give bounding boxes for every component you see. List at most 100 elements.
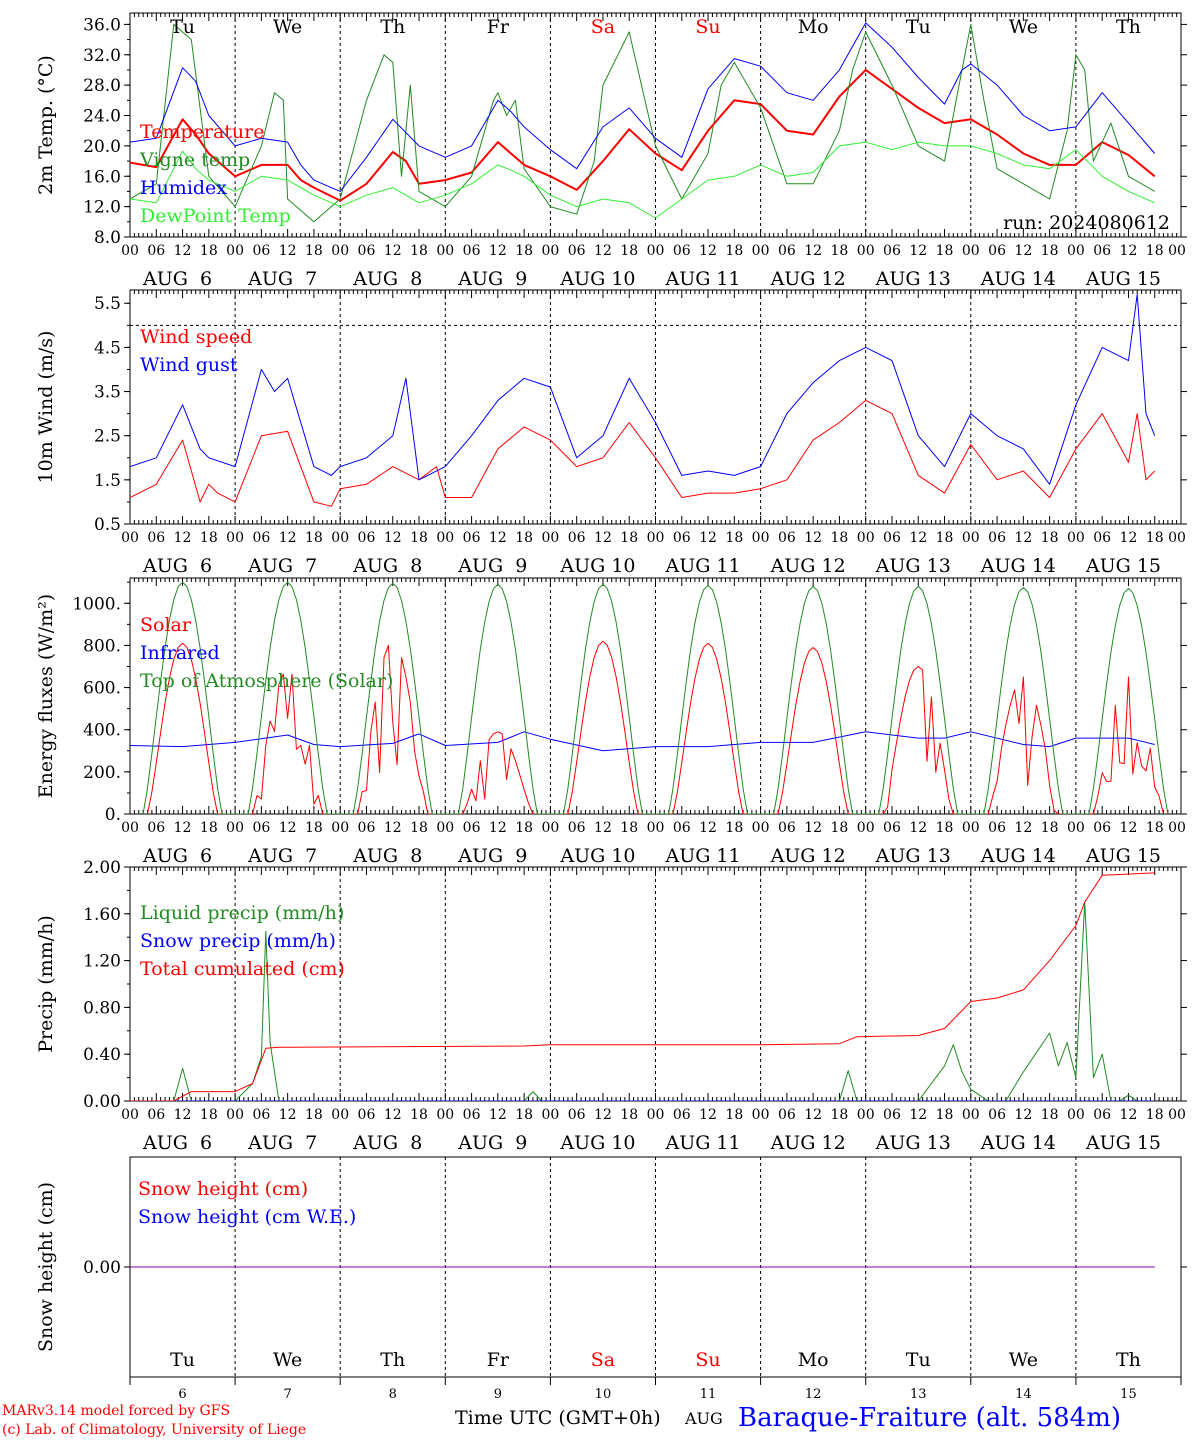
hour-label: 06 [1093, 243, 1111, 259]
hour-label: 00 [541, 530, 559, 546]
hour-label: 00 [647, 1107, 665, 1123]
panel-snow: 0.00 Snow height (cm) Snow height (cm) Snow… [35, 1156, 1187, 1402]
y-tick-label: 0.80 [83, 998, 121, 1018]
hour-label: 00 [1168, 820, 1186, 836]
hour-label: 18 [515, 530, 533, 546]
legend-entry: Humidex [140, 177, 227, 199]
day-number-label: 10 [595, 1387, 612, 1402]
weekday-label: Th [1116, 1349, 1141, 1371]
weekday-label: We [273, 1349, 302, 1371]
day-number-label: 15 [1120, 1387, 1137, 1402]
hour-label: 12 [909, 243, 927, 259]
hour-label: 00 [962, 243, 980, 259]
hour-label: 12 [384, 243, 402, 259]
date-label: AUG 10 [559, 845, 635, 867]
legend-entry: Wind speed [140, 326, 252, 348]
y-axis-label: Precip (mm/h) [35, 915, 57, 1053]
hour-label: 00 [1168, 530, 1186, 546]
day-number-label: 12 [805, 1387, 822, 1402]
hour-label: 00 [226, 820, 244, 836]
hour-label: 00 [436, 1107, 454, 1123]
month-label: AUG [684, 1409, 723, 1428]
x-axis-label: Time UTC (GMT+0h) [455, 1407, 661, 1429]
hour-label: 00 [857, 243, 875, 259]
y-tick-label: 24.0 [83, 107, 121, 127]
date-label: AUG 9 [457, 268, 527, 290]
date-label: AUG 7 [247, 845, 317, 867]
y-axis-label: 10m Wind (m/s) [35, 331, 57, 484]
hour-label: 06 [778, 530, 796, 546]
hour-label: 18 [831, 820, 849, 836]
weekday-label: Sa [591, 1349, 615, 1371]
date-label: AUG 8 [352, 845, 422, 867]
hour-label: 00 [1067, 243, 1085, 259]
y-tick-label: 20.0 [83, 137, 121, 157]
date-label: AUG 11 [664, 555, 740, 577]
day-number-label: 6 [178, 1387, 186, 1402]
hour-label: 06 [568, 243, 586, 259]
series-line-humidex [130, 22, 1156, 192]
hour-label: 18 [1146, 820, 1164, 836]
hour-label: 00 [752, 820, 770, 836]
hour-label: 00 [226, 530, 244, 546]
hour-label: 00 [121, 530, 139, 546]
date-label: AUG 13 [875, 555, 951, 577]
hour-label: 00 [857, 820, 875, 836]
hour-label: 18 [725, 243, 743, 259]
date-label: AUG 6 [142, 268, 212, 290]
hour-label: 12 [909, 530, 927, 546]
day-number-label: 14 [1015, 1387, 1032, 1402]
hour-label: 06 [252, 1107, 270, 1123]
hour-label: 18 [620, 1107, 638, 1123]
legend-entry: Top of Atmosphere (Solar) [140, 670, 393, 692]
station-title: Baraque-Fraiture (alt. 584m) [738, 1403, 1121, 1433]
weekday-label: Th [1116, 16, 1141, 38]
hour-label: 12 [489, 243, 507, 259]
date-label: AUG 13 [875, 1132, 951, 1154]
hour-label: 18 [515, 243, 533, 259]
legend-entry: Snow height (cm) [138, 1178, 308, 1200]
hour-label: 00 [331, 530, 349, 546]
y-tick-label: 400. [83, 721, 121, 741]
hour-label: 06 [358, 530, 376, 546]
legend-entry: DewPoint Temp [140, 205, 291, 227]
hour-label: 12 [909, 1107, 927, 1123]
hour-label: 06 [358, 243, 376, 259]
plot-area [130, 872, 1155, 1101]
hour-label: 06 [1093, 820, 1111, 836]
y-tick-label: 0.5 [94, 515, 121, 535]
hour-label: 18 [620, 820, 638, 836]
legend-entry: Temperature [140, 121, 264, 143]
hour-label: 12 [1120, 530, 1138, 546]
hour-label: 12 [174, 820, 192, 836]
hour-label: 12 [279, 1107, 297, 1123]
weekday-label: We [273, 16, 302, 38]
weekday-label: Su [695, 16, 720, 38]
hour-label: 06 [463, 820, 481, 836]
series-line-liquid-precip-mm-h- [130, 901, 1155, 1101]
weekday-label: Tu [906, 16, 931, 38]
day-number-label: 8 [389, 1387, 397, 1402]
hour-label: 06 [778, 1107, 796, 1123]
series-line-dewpoint-temp [130, 141, 1155, 219]
hour-label: 00 [121, 820, 139, 836]
hour-label: 12 [384, 1107, 402, 1123]
hour-label: 06 [358, 820, 376, 836]
hour-label: 00 [647, 530, 665, 546]
date-label: AUG 7 [247, 555, 317, 577]
hour-label: 06 [988, 1107, 1006, 1123]
legend-entry: Snow precip (mm/h) [140, 930, 336, 952]
hour-label: 00 [331, 820, 349, 836]
y-tick-label: 16.0 [83, 167, 121, 187]
legend-entry: Wind gust [140, 354, 238, 376]
y-tick-label: 800. [83, 636, 121, 656]
legend-entry: Infrared [140, 642, 220, 664]
run-annotation: run: 2024080612 [1003, 212, 1170, 234]
date-label: AUG 11 [664, 268, 740, 290]
hour-label: 18 [515, 820, 533, 836]
hour-label: 12 [1120, 243, 1138, 259]
hour-label: 06 [568, 530, 586, 546]
date-label: AUG 6 [142, 845, 212, 867]
credit-line-1: MARv3.14 model forced by GFS [2, 1403, 230, 1419]
